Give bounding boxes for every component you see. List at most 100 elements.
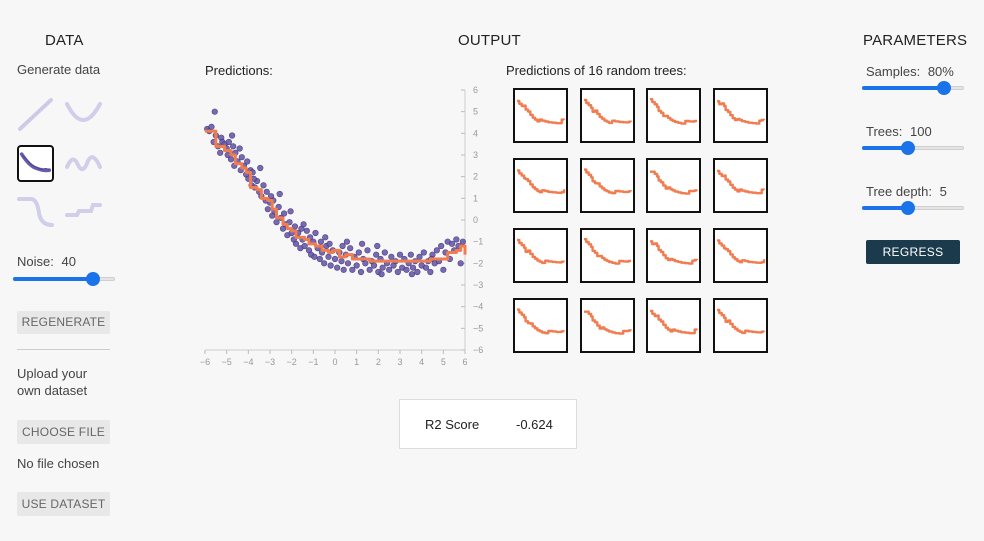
tree-prediction-11 bbox=[646, 228, 701, 283]
tree-prediction-line bbox=[650, 98, 697, 125]
trees-value: 100 bbox=[909, 124, 932, 139]
tree-prediction-2 bbox=[579, 88, 635, 143]
x-tick-label: 0 bbox=[332, 357, 337, 367]
y-tick-label: 2 bbox=[473, 172, 478, 182]
tree-prediction-chart bbox=[583, 310, 632, 335]
data-panel-divider bbox=[17, 349, 110, 350]
y-tick-label: 0 bbox=[473, 215, 478, 225]
tree-prediction-16 bbox=[712, 298, 768, 353]
x-tick-label: 3 bbox=[397, 357, 402, 367]
data-point bbox=[370, 262, 378, 269]
data-point bbox=[227, 156, 235, 163]
data-point bbox=[326, 240, 333, 247]
data-point bbox=[303, 227, 310, 234]
generate-data-label: Generate data bbox=[17, 62, 101, 77]
dataset-u-shape-icon bbox=[65, 102, 102, 122]
regress-button[interactable]: REGRESS bbox=[866, 240, 960, 264]
data-point bbox=[211, 108, 218, 115]
data-point bbox=[453, 236, 460, 243]
data-point bbox=[339, 242, 346, 250]
tree-prediction-line bbox=[517, 238, 566, 265]
dataset-linear-thumb[interactable] bbox=[17, 96, 54, 133]
dataset-decay-thumb[interactable] bbox=[17, 145, 54, 182]
noise-slider[interactable] bbox=[13, 272, 115, 286]
trees-slider-fill bbox=[862, 146, 908, 150]
data-panel-title: DATA bbox=[45, 32, 84, 49]
choose-file-button[interactable]: CHOOSE FILE bbox=[17, 420, 110, 444]
samples-value: 80% bbox=[927, 64, 954, 79]
dataset-wave-icon bbox=[65, 155, 102, 172]
tree-prediction-14 bbox=[579, 298, 635, 353]
noise-slider-knob[interactable] bbox=[85, 272, 100, 286]
depth-slider[interactable] bbox=[862, 201, 964, 215]
tree-prediction-line bbox=[583, 238, 631, 265]
tree-prediction-line bbox=[517, 169, 566, 194]
tree-prediction-line bbox=[517, 308, 566, 335]
data-point bbox=[366, 266, 373, 273]
output-panel-title: OUTPUT bbox=[458, 32, 521, 49]
y-tick-label: 1 bbox=[473, 193, 478, 203]
y-tick-label: −4 bbox=[473, 302, 483, 312]
y-tick-label: 5 bbox=[473, 107, 478, 117]
x-tick-label: −5 bbox=[222, 357, 232, 367]
data-point bbox=[230, 143, 237, 150]
tree-prediction-chart bbox=[650, 240, 699, 265]
data-point bbox=[244, 158, 251, 165]
data-point bbox=[357, 268, 365, 276]
data-point bbox=[433, 247, 440, 254]
tree-prediction-12 bbox=[712, 228, 768, 283]
data-point bbox=[386, 266, 393, 273]
dataset-step-thumb[interactable] bbox=[65, 193, 102, 230]
data-point bbox=[338, 258, 345, 265]
data-point bbox=[301, 242, 308, 250]
data-point bbox=[459, 238, 466, 245]
dataset-linear-icon bbox=[18, 98, 53, 131]
parameters-panel-title: PARAMETERS bbox=[863, 32, 968, 49]
data-point bbox=[276, 190, 283, 198]
use-dataset-button[interactable]: USE DATASET bbox=[17, 492, 110, 516]
dataset-decay-icon bbox=[19, 152, 52, 173]
x-tick-label: −1 bbox=[308, 357, 318, 367]
x-tick-label: −4 bbox=[243, 357, 253, 367]
trees-slider[interactable] bbox=[862, 141, 964, 155]
data-point bbox=[362, 260, 369, 267]
data-point bbox=[440, 266, 447, 273]
tree-prediction-1 bbox=[513, 88, 568, 143]
tree-prediction-10 bbox=[579, 228, 635, 283]
tree-prediction-chart bbox=[517, 169, 566, 194]
samples-slider[interactable] bbox=[862, 81, 964, 95]
tree-prediction-chart bbox=[583, 98, 632, 125]
data-point bbox=[403, 266, 410, 273]
tree-prediction-7 bbox=[646, 158, 701, 213]
tree-prediction-chart bbox=[650, 309, 699, 335]
data-point bbox=[321, 260, 328, 267]
samples-slider-knob[interactable] bbox=[936, 81, 951, 95]
depth-slider-fill bbox=[862, 206, 908, 210]
random-trees-label: Predictions of 16 random trees: bbox=[506, 63, 687, 78]
tree-prediction-chart bbox=[716, 239, 765, 264]
dataset-sigmoid-thumb[interactable] bbox=[17, 193, 54, 230]
data-point bbox=[331, 255, 339, 263]
dataset-wave-thumb[interactable] bbox=[65, 145, 102, 182]
data-point bbox=[344, 260, 352, 267]
depth-slider-knob[interactable] bbox=[900, 201, 915, 215]
tree-prediction-chart bbox=[650, 170, 699, 195]
data-point bbox=[208, 123, 215, 130]
data-point bbox=[300, 221, 307, 228]
tree-prediction-line bbox=[583, 310, 632, 335]
data-point bbox=[334, 264, 341, 271]
y-tick-label: −6 bbox=[473, 345, 483, 355]
trees-slider-knob[interactable] bbox=[900, 141, 915, 155]
dataset-u-shape-thumb[interactable] bbox=[65, 96, 102, 133]
data-point bbox=[340, 266, 347, 273]
data-point bbox=[311, 253, 318, 260]
data-point bbox=[394, 268, 401, 276]
y-tick-label: −3 bbox=[473, 280, 483, 290]
regenerate-button[interactable]: REGENERATE bbox=[17, 311, 110, 334]
y-tick-label: 4 bbox=[473, 128, 478, 138]
tree-prediction-9 bbox=[513, 228, 568, 283]
data-point bbox=[292, 240, 300, 247]
data-point bbox=[238, 154, 245, 161]
data-point bbox=[422, 264, 430, 271]
samples-slider-fill bbox=[862, 86, 944, 90]
